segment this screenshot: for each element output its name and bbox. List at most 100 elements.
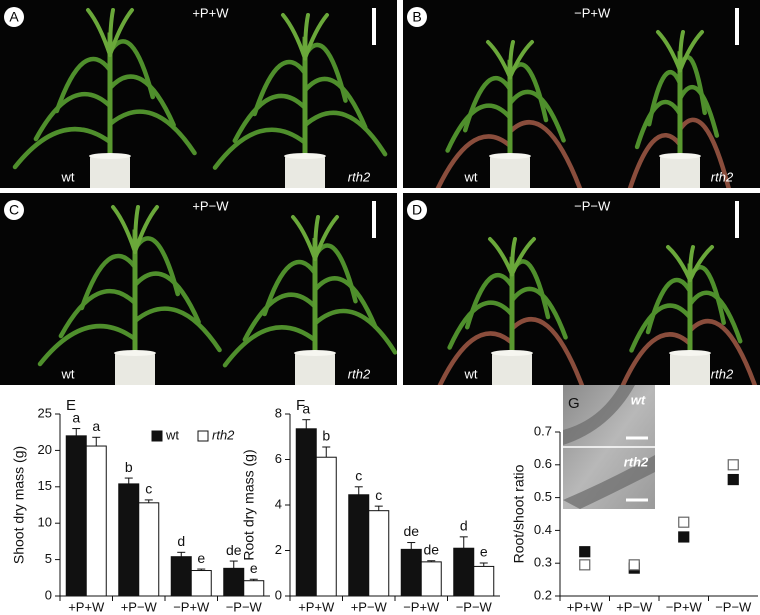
bar bbox=[118, 483, 140, 597]
plant-leaf bbox=[507, 120, 583, 188]
panel-letter: A bbox=[9, 9, 19, 25]
bar bbox=[348, 494, 370, 597]
plant-leaf bbox=[33, 91, 113, 142]
genotype-label: wt bbox=[61, 366, 75, 381]
plant-leaf bbox=[12, 126, 113, 170]
plant-leaf bbox=[54, 56, 113, 114]
pot-rim bbox=[89, 153, 131, 159]
y-tick-label: 0.5 bbox=[534, 489, 552, 504]
marker bbox=[628, 559, 640, 571]
pot-rim bbox=[491, 350, 533, 356]
plant-leaf bbox=[303, 13, 310, 61]
significance-letter: c bbox=[375, 487, 382, 503]
bar bbox=[85, 445, 107, 597]
plant-leaf bbox=[108, 8, 115, 57]
pot bbox=[492, 353, 532, 385]
y-tick-label: 20 bbox=[38, 442, 52, 457]
treatment-label: +P−W bbox=[192, 198, 229, 213]
significance-letter: b bbox=[322, 428, 330, 444]
x-tick-label: +P−W bbox=[351, 599, 388, 614]
plant-leaf bbox=[232, 93, 308, 144]
bar bbox=[138, 502, 160, 597]
plant-leaf bbox=[132, 306, 222, 353]
plant-leaf bbox=[508, 40, 515, 80]
plant-leaf bbox=[302, 110, 388, 157]
y-tick-label: 0.2 bbox=[534, 587, 552, 602]
legend-label: wt bbox=[165, 427, 179, 442]
significance-letter: c bbox=[355, 468, 362, 484]
bar bbox=[243, 580, 265, 597]
plant-leaf bbox=[677, 117, 731, 188]
bar bbox=[420, 561, 442, 597]
plant-leaf bbox=[464, 273, 515, 330]
plant-leaf bbox=[627, 133, 683, 188]
significance-letter: e bbox=[480, 544, 488, 560]
plant-leaf bbox=[58, 288, 138, 339]
plant-leaf bbox=[620, 332, 693, 385]
significance-letter: c bbox=[145, 481, 152, 497]
plant-leaf bbox=[445, 103, 513, 153]
chart: wt rth2 0.2 0.3 0.4 0.5 0.6 0.7 Root/shoot ratio… bbox=[511, 385, 758, 614]
plant-leaf bbox=[242, 292, 318, 342]
genotype-label: rth2 bbox=[348, 366, 371, 381]
genotype-label: wt bbox=[464, 366, 478, 381]
pot-rim bbox=[669, 350, 711, 356]
pot bbox=[670, 353, 710, 385]
pot-rim bbox=[114, 350, 156, 356]
significance-letter: b bbox=[125, 459, 133, 475]
y-tick-label: 2 bbox=[275, 542, 282, 557]
y-tick-label: 0.7 bbox=[534, 423, 552, 438]
pot bbox=[295, 353, 335, 385]
treatment-label: −P+W bbox=[574, 5, 611, 20]
legend-swatch bbox=[151, 430, 163, 442]
plant-leaf bbox=[509, 286, 568, 340]
significance-letter: de bbox=[423, 541, 439, 557]
photo-panel: D −P−W wt rth2 bbox=[403, 193, 760, 385]
photo-background bbox=[0, 193, 397, 385]
bar bbox=[190, 570, 212, 597]
marker bbox=[579, 546, 591, 558]
plant-leaf bbox=[645, 277, 693, 335]
marker bbox=[727, 459, 739, 471]
bar bbox=[65, 435, 87, 597]
genotype-label: wt bbox=[464, 169, 478, 184]
pot bbox=[285, 156, 325, 188]
y-tick-label: 0.4 bbox=[534, 522, 552, 537]
y-tick-label: 25 bbox=[38, 405, 52, 420]
significance-letter: d bbox=[177, 533, 185, 549]
plant-leaf bbox=[678, 30, 685, 73]
photo-panel: C +P−W wt rth2 bbox=[0, 193, 397, 385]
chart: 0 5 10 15 20 25 Shoot dry mass (g) E +P+W +P−W −P+… bbox=[11, 397, 270, 614]
panel-letter: D bbox=[412, 202, 422, 218]
panel-letter: G bbox=[568, 395, 580, 412]
marker bbox=[678, 531, 690, 543]
plant-leaf bbox=[677, 84, 720, 138]
pot-rim bbox=[284, 153, 326, 159]
plant-leaf bbox=[79, 253, 138, 311]
legend-swatch bbox=[197, 430, 209, 442]
y-tick-label: 15 bbox=[38, 478, 52, 493]
panel-letter: C bbox=[9, 202, 19, 218]
plant-leaf bbox=[302, 76, 368, 130]
x-tick-label: +P−W bbox=[121, 599, 158, 614]
treatment-label: −P−W bbox=[574, 198, 611, 213]
pot-rim bbox=[489, 153, 531, 159]
significance-letter: d bbox=[460, 518, 468, 534]
plant-leaf bbox=[646, 69, 683, 127]
genotype-label: rth2 bbox=[711, 366, 734, 381]
y-tick-label: 4 bbox=[275, 496, 282, 511]
plant-leaf bbox=[629, 303, 693, 353]
pot bbox=[115, 353, 155, 385]
panel-letter-circle bbox=[407, 200, 427, 220]
significance-letter: a bbox=[72, 409, 80, 425]
y-tick-label: 8 bbox=[275, 405, 282, 420]
photo-background bbox=[0, 0, 397, 188]
inset-label: wt bbox=[631, 392, 646, 407]
bar bbox=[315, 456, 337, 597]
bar bbox=[453, 547, 475, 597]
significance-letter: a bbox=[302, 400, 310, 416]
pot-rim bbox=[294, 350, 336, 356]
panel-letter-circle bbox=[4, 7, 24, 27]
genotype-label: rth2 bbox=[348, 169, 371, 184]
